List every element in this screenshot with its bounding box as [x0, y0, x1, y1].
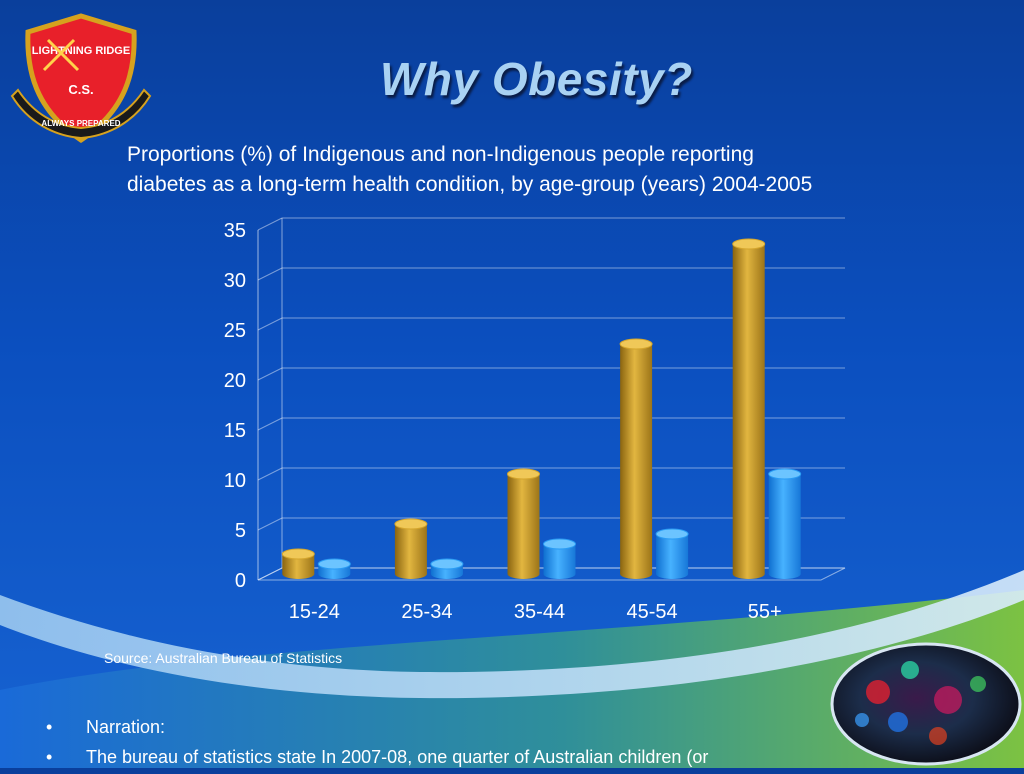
narration-item: The bureau of statistics state In 2007-0…: [44, 744, 944, 774]
y-tick-label: 15: [224, 420, 246, 442]
bar-base: [430, 569, 463, 579]
bar-base: [394, 569, 427, 579]
bar-series-2: [317, 558, 351, 579]
x-tick-label: 55+: [748, 601, 782, 623]
x-tick-label: 35-44: [514, 601, 565, 623]
gridline-side: [257, 267, 283, 281]
gridline-side: [257, 317, 283, 331]
gridline-side: [257, 417, 283, 431]
bar-base: [656, 569, 689, 579]
bar-cap: [507, 468, 540, 480]
y-tick-label: 10: [224, 470, 246, 492]
bar-body: [768, 474, 801, 574]
bar-body: [507, 474, 540, 574]
bar-series-2: [430, 558, 464, 579]
floor: [257, 567, 846, 581]
chart-axes: 0 5 10 15 20 25 30 35 15-24 25-34 35-44 45-54 55+: [224, 218, 846, 623]
bar-series-1: [281, 548, 315, 579]
bar-series-2: [543, 538, 576, 579]
logo-cs-text: C.S.: [68, 82, 93, 97]
chart-bars: [281, 238, 802, 579]
y-tick-label: 5: [235, 520, 246, 542]
subtitle-line-1: Proportions (%) of Indigenous and non-In…: [127, 143, 754, 166]
bar-series-1: [507, 468, 540, 579]
bar-series-1: [732, 238, 766, 579]
bar-series-2: [768, 468, 802, 579]
bar-cap: [430, 558, 464, 570]
x-tick-label: 45-54: [627, 601, 678, 623]
bar-base: [620, 569, 653, 579]
bar-body: [656, 534, 689, 574]
logo-motto-text: ALWAYS PREPARED: [41, 119, 120, 128]
bar-body: [394, 524, 427, 574]
y-tick-label: 30: [224, 270, 246, 292]
bar-series-1: [619, 338, 653, 579]
bar-body: [732, 244, 765, 574]
slide-title: Why Obesity?: [380, 53, 693, 105]
logo-name-text: LIGHTNING RIDGE: [32, 45, 130, 57]
school-logo: LIGHTNING RIDGE C.S. ALWAYS PREPARED: [10, 13, 152, 144]
bar-series-1: [394, 518, 428, 579]
bar-base: [282, 569, 315, 579]
subtitle-line-2: diabetes as a long-term health condition…: [127, 173, 813, 196]
chart-subtitle: Proportions (%) of Indigenous and non-In…: [127, 140, 987, 200]
gridline-side: [257, 367, 283, 381]
gridline-side: [257, 217, 283, 231]
opal-image: [830, 642, 1022, 766]
x-tick-label: 15-24: [289, 601, 340, 623]
x-tick-label: 25-34: [401, 601, 452, 623]
bar-body: [282, 554, 315, 574]
bar-cap: [543, 538, 576, 550]
gridline-side: [257, 517, 283, 531]
narration-item: Narration:: [44, 714, 944, 744]
y-tick-label: 20: [224, 370, 246, 392]
gridline-side: [257, 467, 283, 481]
bar-cap: [281, 548, 315, 560]
bar-series-2: [655, 528, 689, 579]
y-tick-label: 25: [224, 320, 246, 342]
narration-list: Narration: The bureau of statistics stat…: [44, 714, 944, 774]
bar-base: [507, 569, 540, 579]
bar-body: [620, 344, 653, 574]
bar-cap: [394, 518, 428, 530]
bar-cap: [619, 338, 653, 350]
bar-cap: [732, 238, 766, 250]
bar-base: [768, 569, 801, 579]
bar-cap: [768, 468, 802, 480]
y-tick-label: 35: [224, 220, 246, 242]
source-note: Source: Australian Bureau of Statistics: [104, 650, 343, 666]
bar-cap: [317, 558, 351, 570]
bar-cap: [655, 528, 689, 540]
bar-chart: 0 5 10 15 20 25 30 35 15-24 25-34 35-44 45-54 55+: [224, 217, 846, 623]
bar-base: [543, 569, 576, 579]
y-tick-label: 0: [235, 570, 246, 592]
bar-base: [732, 569, 765, 579]
bar-base: [318, 569, 351, 579]
